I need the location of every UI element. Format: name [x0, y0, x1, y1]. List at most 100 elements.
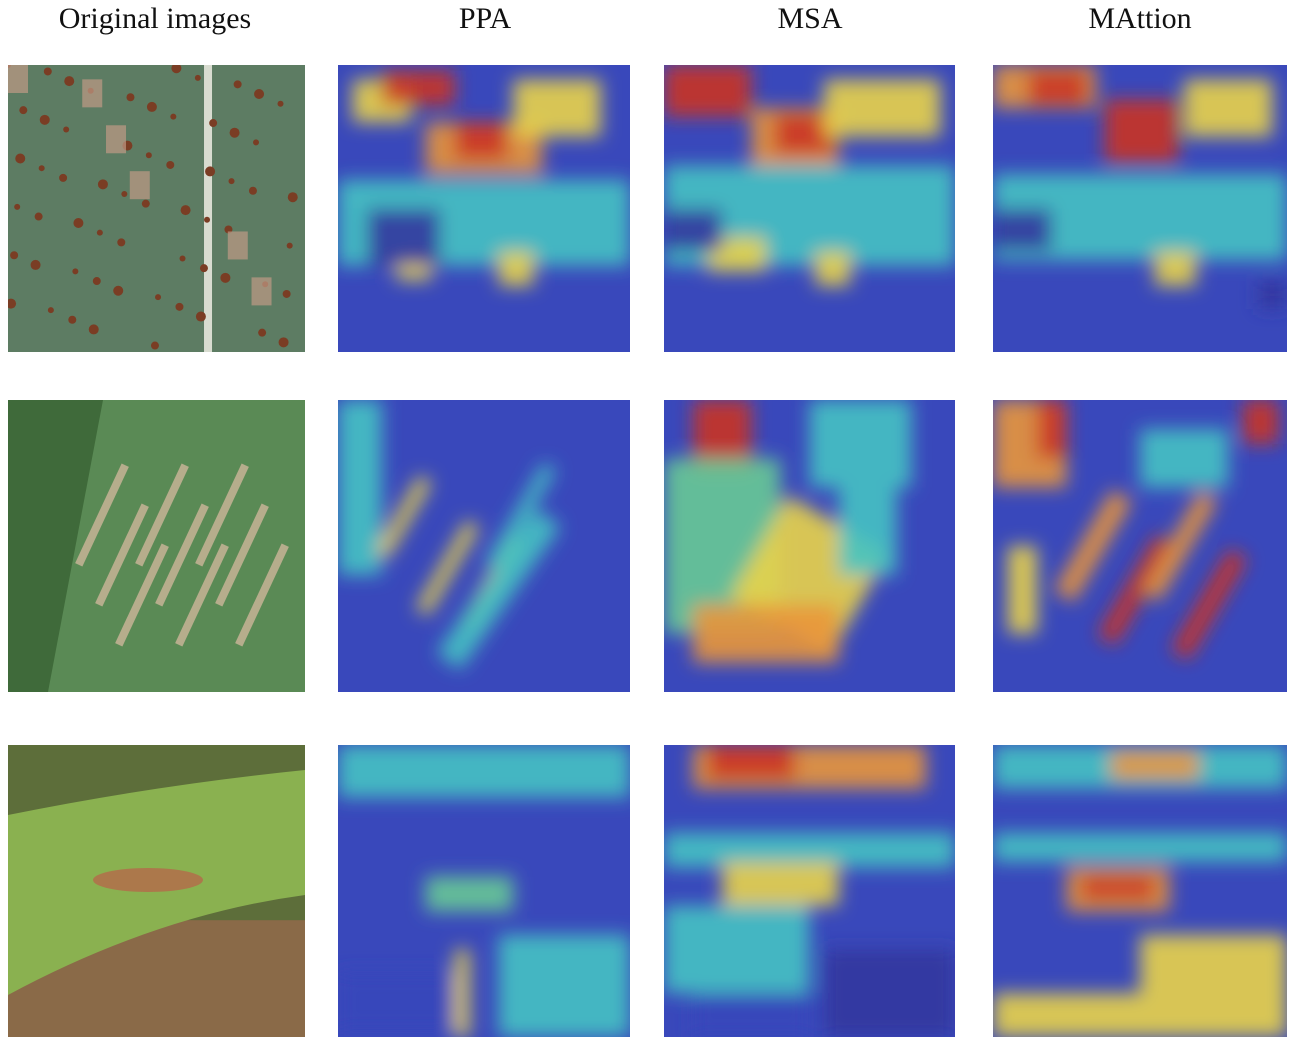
lesion: [254, 89, 265, 100]
lesion: [146, 101, 157, 112]
heat-blob: [664, 65, 752, 117]
heat-blob: [1184, 79, 1273, 137]
column-header: MSA: [777, 2, 843, 35]
heat-blob: [367, 208, 441, 266]
heat-blob: [454, 122, 508, 160]
column-header: MAttion: [1088, 2, 1192, 35]
column-header: Original images: [58, 2, 252, 35]
heatmap-image: [993, 65, 1287, 352]
lesion-streak: [175, 543, 229, 647]
heatmap-image: [993, 745, 1287, 1037]
lesion: [277, 100, 284, 107]
heat-layer: [338, 400, 561, 670]
lesion: [141, 199, 150, 208]
heat-layer: [993, 65, 1287, 309]
heat-blob: [498, 934, 630, 1037]
lesion: [93, 868, 203, 892]
lesion: [145, 152, 152, 159]
texture: [993, 65, 1287, 352]
heat-blob: [338, 972, 455, 1032]
lesion: [30, 259, 41, 270]
heat-blob: [824, 79, 941, 137]
lesion-streak: [115, 543, 169, 647]
lesion: [96, 229, 103, 236]
lesion: [113, 285, 124, 296]
heat-layer: [993, 400, 1279, 661]
texture: [338, 745, 630, 1037]
lesion-patch: [129, 171, 150, 200]
lesion: [38, 165, 45, 172]
heat-blob: [454, 949, 470, 1037]
lesion: [34, 212, 43, 221]
lesion: [233, 80, 242, 89]
lesion: [64, 76, 75, 87]
lesion-streak: [235, 543, 289, 647]
lesion: [10, 251, 19, 260]
texture: [993, 400, 1287, 692]
heat-blob: [513, 79, 601, 137]
heat-blob: [338, 400, 382, 576]
lesion: [286, 242, 293, 249]
lesion: [117, 238, 126, 247]
lesion: [92, 277, 101, 286]
heat-layer: [993, 745, 1287, 1037]
lesion: [253, 139, 260, 146]
heatmap-image: [664, 400, 955, 692]
lesion: [205, 166, 216, 177]
heatmap-image: [993, 400, 1287, 692]
lesion: [68, 315, 77, 324]
lesion: [8, 298, 17, 309]
lesion-streak: [155, 503, 209, 607]
midrib: [204, 65, 213, 352]
lesion: [88, 324, 99, 335]
heat-blob: [1154, 251, 1196, 286]
heat-blob: [693, 604, 839, 663]
heat-layer: [338, 745, 630, 1037]
lesion: [179, 255, 186, 262]
heat-layer: [664, 745, 955, 1037]
heat-blob: [824, 949, 955, 1037]
lesion-streak: [195, 463, 249, 567]
texture: [664, 65, 955, 352]
lesion-streak: [215, 503, 269, 607]
lesion-patch: [8, 65, 28, 93]
heat-blob: [1140, 429, 1229, 488]
lesion: [209, 119, 218, 128]
heat-blob: [498, 251, 534, 286]
heat-blob: [436, 509, 561, 670]
lesion: [39, 114, 50, 125]
heat-blob: [664, 208, 723, 252]
lesion: [150, 341, 159, 350]
heat-blob: [693, 993, 810, 1037]
heat-layer: [338, 70, 630, 286]
heat-blob: [1140, 934, 1287, 1037]
lesion: [47, 307, 54, 314]
texture: [664, 745, 955, 1037]
lesion: [180, 205, 191, 216]
lesion: [175, 302, 184, 311]
original-image: [8, 745, 305, 1037]
lesion: [199, 264, 208, 273]
heatmap-image: [338, 400, 630, 692]
column-header: PPA: [458, 2, 512, 35]
lesion: [228, 178, 235, 185]
original-image: [8, 65, 305, 352]
lesion: [287, 192, 298, 203]
lesion: [63, 126, 70, 133]
lesion: [43, 67, 52, 76]
heat-blob: [993, 208, 1052, 252]
heat-blob: [815, 251, 851, 286]
heat-blob: [484, 462, 557, 572]
lesion: [155, 294, 162, 301]
heat-blob: [1028, 70, 1088, 106]
lesion: [14, 203, 21, 210]
heat-layer: [664, 400, 912, 663]
lesion-streak: [75, 463, 129, 567]
lesion: [229, 127, 240, 138]
lesion: [59, 173, 68, 182]
lesion-patch: [82, 79, 103, 108]
heat-blob: [1037, 400, 1067, 459]
lesion: [282, 289, 291, 298]
heat-blob: [993, 832, 1287, 862]
heat-layer: [664, 65, 955, 286]
